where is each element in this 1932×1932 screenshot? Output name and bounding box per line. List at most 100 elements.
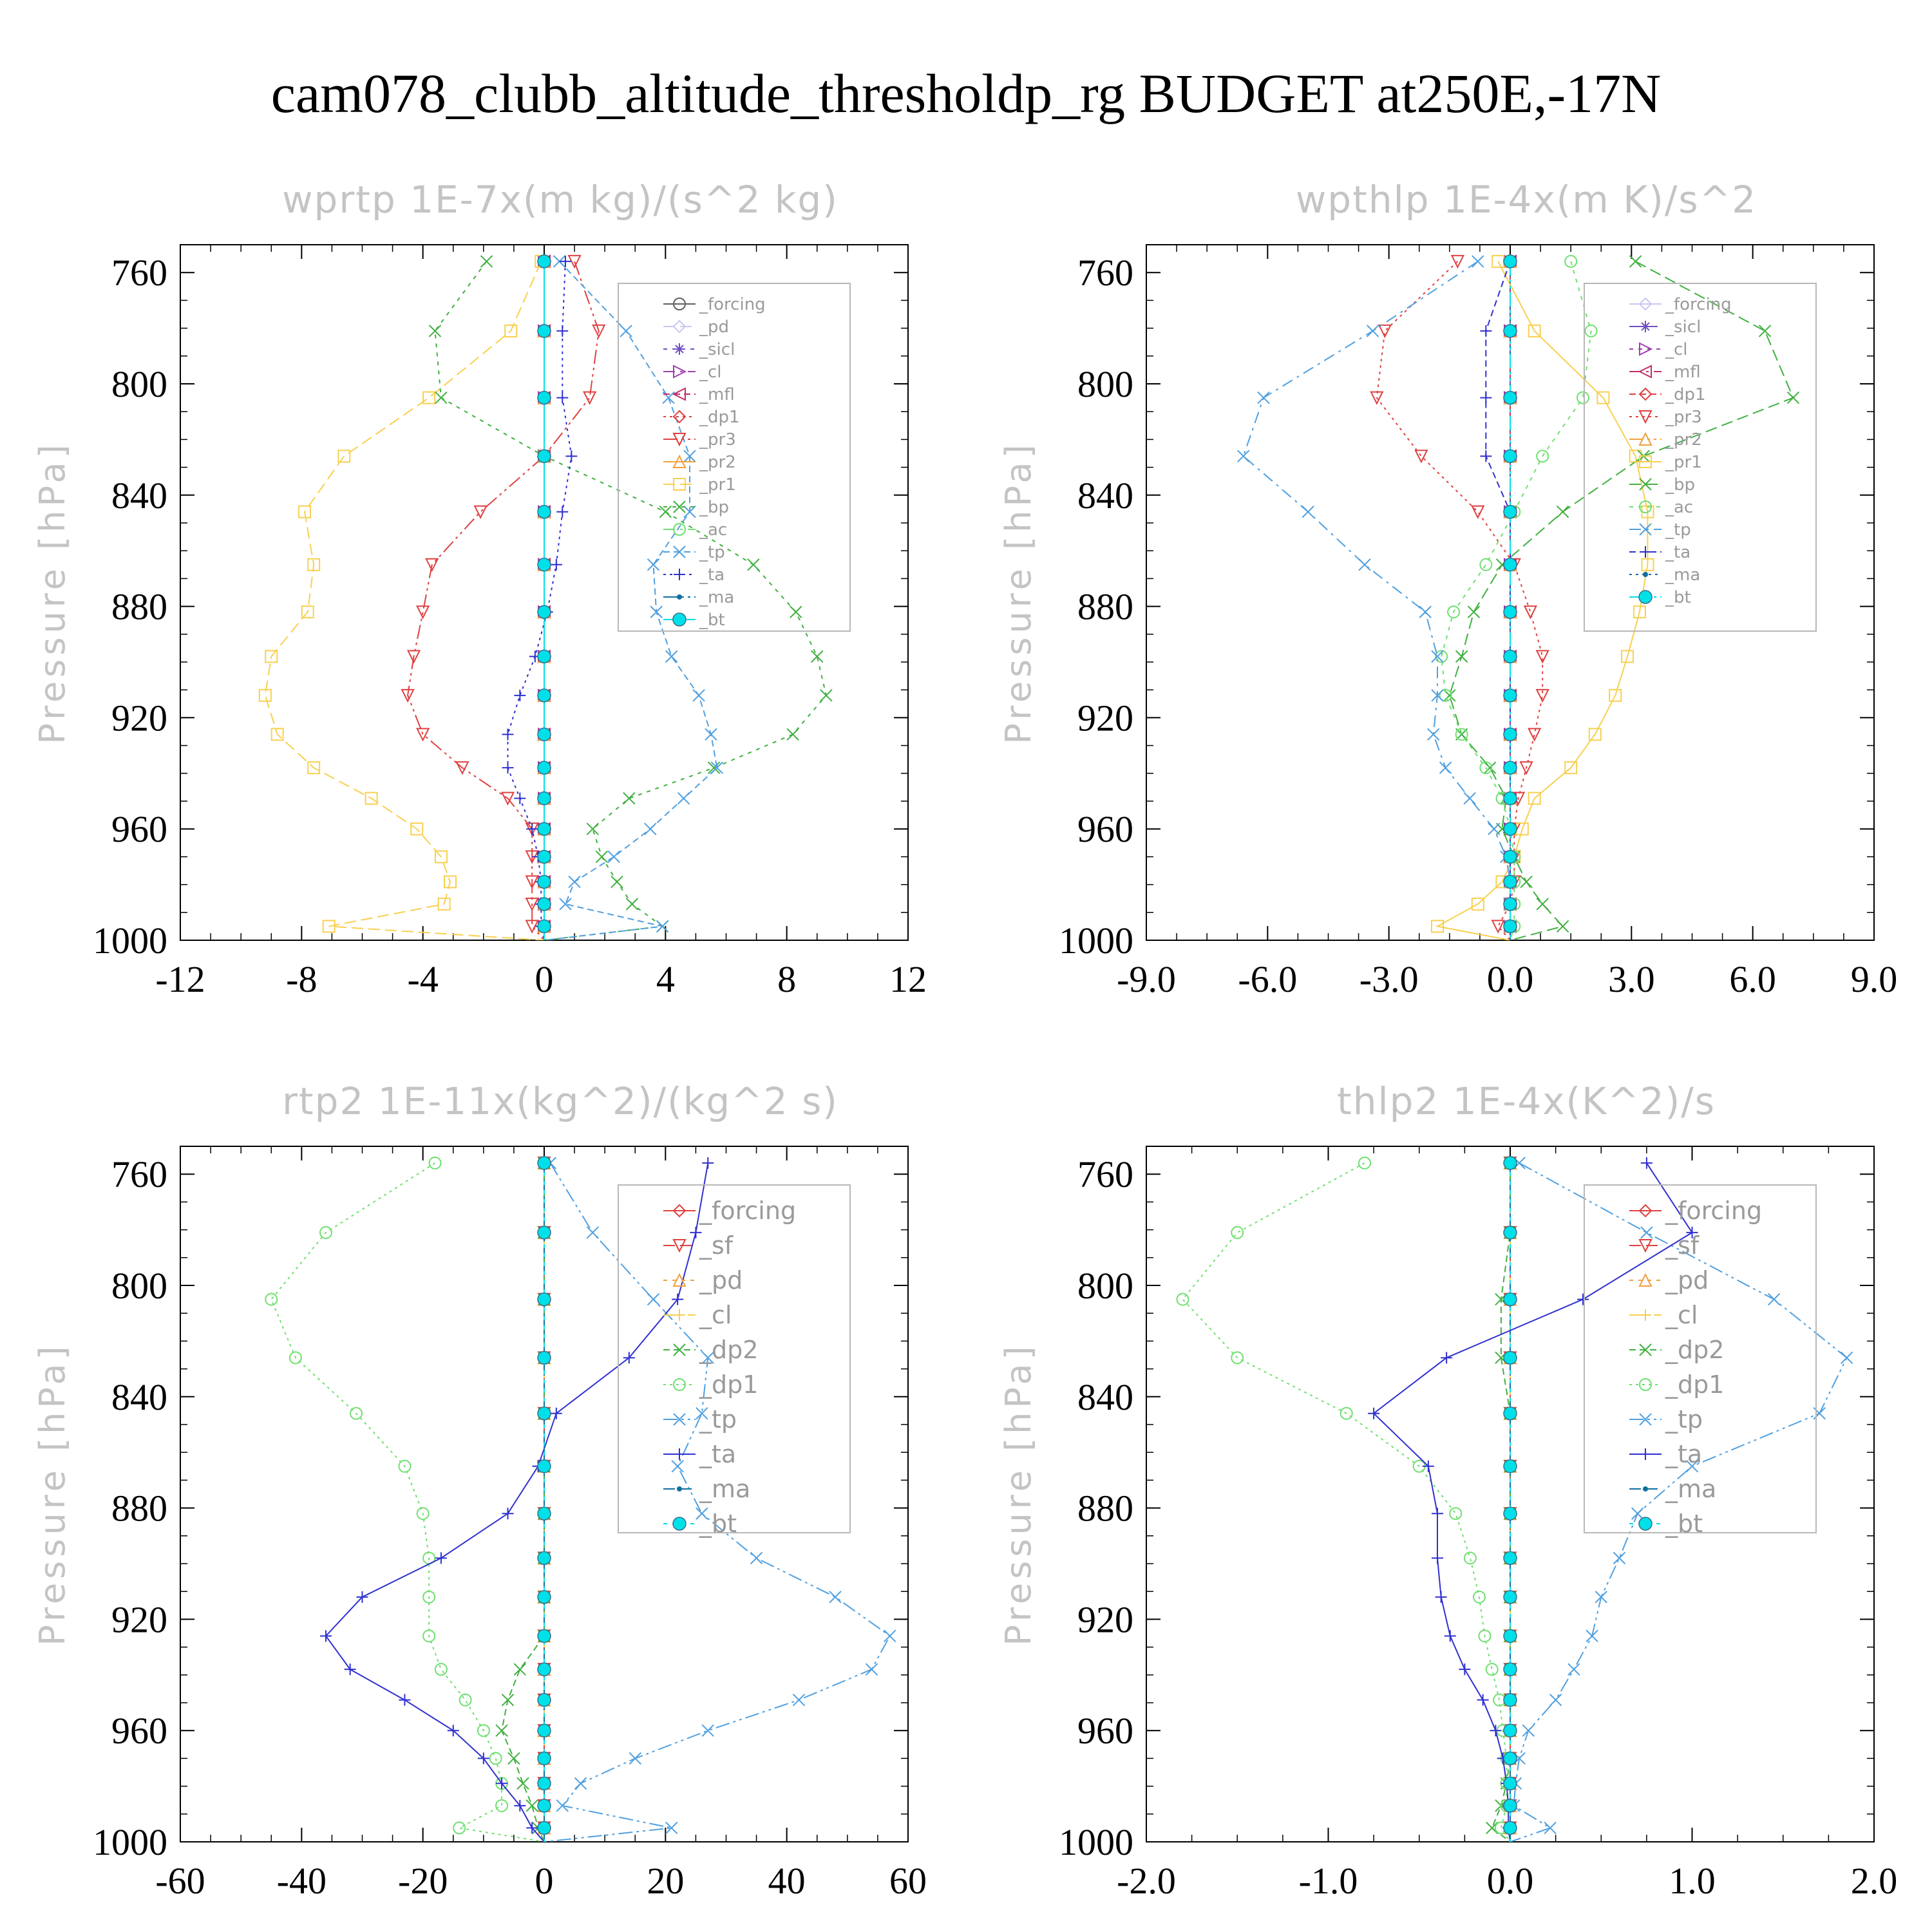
legend-forcing-point [1638,297,1653,311]
series-pr3-point [1414,450,1428,464]
series-pr3-point [525,897,539,912]
y-axis-label: Pressure [hPa] [32,440,73,744]
series-dp1-point [398,1459,412,1473]
series-bt-point [1503,1629,1517,1643]
series-ta-line [507,261,573,940]
legend-dp1-label: _dp1 [1665,385,1706,404]
panel-thlp2: thlp2 1E-4x(K^2)/s Pressure [hPa] -2.0 -1.0… [998,1079,1897,1902]
series-tp-point [556,1799,569,1812]
series-ta-point [447,1725,459,1737]
series-ta-point [356,1591,368,1603]
x-tick-label: 0 [535,958,554,1000]
legend-pr3-point [672,433,687,447]
series-pr1-point [444,875,457,889]
series-bt-point [537,919,551,934]
series-bp-point [1520,875,1533,888]
legend-forcing-label: _forcing [1665,295,1732,314]
x-tick-label: 40 [768,1860,806,1902]
series-bp-point [595,850,609,864]
series-bt-point [1503,504,1517,519]
legend-tp-label: _tp [699,1405,737,1434]
series-pr3-point [416,605,430,620]
series-tp-point [574,1777,587,1790]
series-bt-point [537,254,551,269]
legend: _forcing _sf _pd _cl _dp2 _dp1 _tp _ta _ma _bt [618,1184,851,1538]
series-tp-point [1640,1226,1653,1239]
series-bp-line [434,261,827,940]
x-tick-label: 0 [535,1860,554,1902]
legend-cl-point [674,1309,685,1321]
series-tp-point [629,1752,641,1765]
series-pr1-point [1528,791,1541,805]
series-bt-point [1503,1459,1517,1473]
x-tick-label: -12 [155,958,205,1000]
y-tick-label: 920 [1077,1598,1133,1640]
series-pr1-point [1596,391,1610,404]
legend-ta-label: _ta [699,1440,736,1468]
series-pr3-point [567,254,582,269]
series-bp-point [786,728,799,741]
series-pr3-point [1528,728,1542,742]
series-tp-point [1439,761,1452,774]
legend-pr1-label: _pr1 [699,475,736,495]
series-ta-point [526,1822,538,1834]
series-bt-point [537,558,551,572]
y-tick-label: 800 [111,1265,167,1307]
series-pr1-line [1435,261,1649,940]
series-tp-point [1236,450,1250,463]
series-tp-point [1522,1724,1535,1737]
series-bt-point [537,1226,551,1240]
legend-dp1-label: _dp1 [699,1370,758,1399]
y-tick-label: 1000 [93,1821,167,1863]
series-tp-point [1595,1591,1607,1604]
y-tick-label: 760 [1077,252,1133,294]
series-dp1-point [1485,1663,1499,1676]
series-bt-point [1503,1506,1517,1520]
series-pr1-line [264,261,545,940]
series-pr1-point [307,761,321,775]
legend-box [1584,1184,1817,1533]
series-pr1-point [270,728,284,741]
series-ac-point [1536,450,1549,463]
series-dp2-point [1486,1821,1499,1835]
series-pr1-point [298,505,312,518]
series-ta-point [1459,1663,1471,1676]
series-ta-point [702,1157,714,1169]
legend-dp1-point [672,410,687,424]
series-dp1-point [434,1663,448,1676]
series-bp-point [747,558,760,571]
series-pr1-point [504,324,518,337]
legend-bt-label: _bt [1665,588,1691,607]
series-tp-point [665,1821,678,1835]
series-ac-point [1479,761,1493,775]
series-bt-point [537,449,551,464]
series-dp1-point [422,1590,436,1604]
series-tp-point [692,689,705,702]
series-bt-point [537,1821,551,1835]
x-tick-label: 6.0 [1729,958,1776,1000]
series-bt-point [1503,875,1517,889]
series-tp-point [1257,391,1270,404]
series-tp-point [710,761,724,774]
series-bt-point [537,791,551,806]
legend-ma-label: _ma [699,588,734,607]
series-tp-point [1613,1551,1626,1565]
series-pr1-point [337,450,351,463]
series-pr1-point [1588,728,1602,741]
legend-sf-point [1638,1239,1653,1253]
series-ac-point [1479,558,1493,571]
series-bt-point [1503,649,1517,664]
series-bt-point [1503,605,1517,619]
x-tick-label: 0.0 [1487,958,1534,1000]
series-bt-point [537,727,551,742]
series-tp-point [1840,1351,1853,1365]
x-tick-label: 0.0 [1487,1860,1534,1902]
legend-dp1-label: _dp1 [1665,1370,1724,1399]
legend-dp2-label: _dp2 [1665,1336,1724,1364]
series-ta-point [1686,1226,1698,1238]
legend-pd-point [672,1273,687,1287]
panel-title: wprtp 1E-7x(m kg)/(s^2 kg) [282,178,838,222]
plot-area [258,254,833,940]
series-ta-point [496,1777,508,1790]
x-tick-label: 8 [777,958,796,1000]
